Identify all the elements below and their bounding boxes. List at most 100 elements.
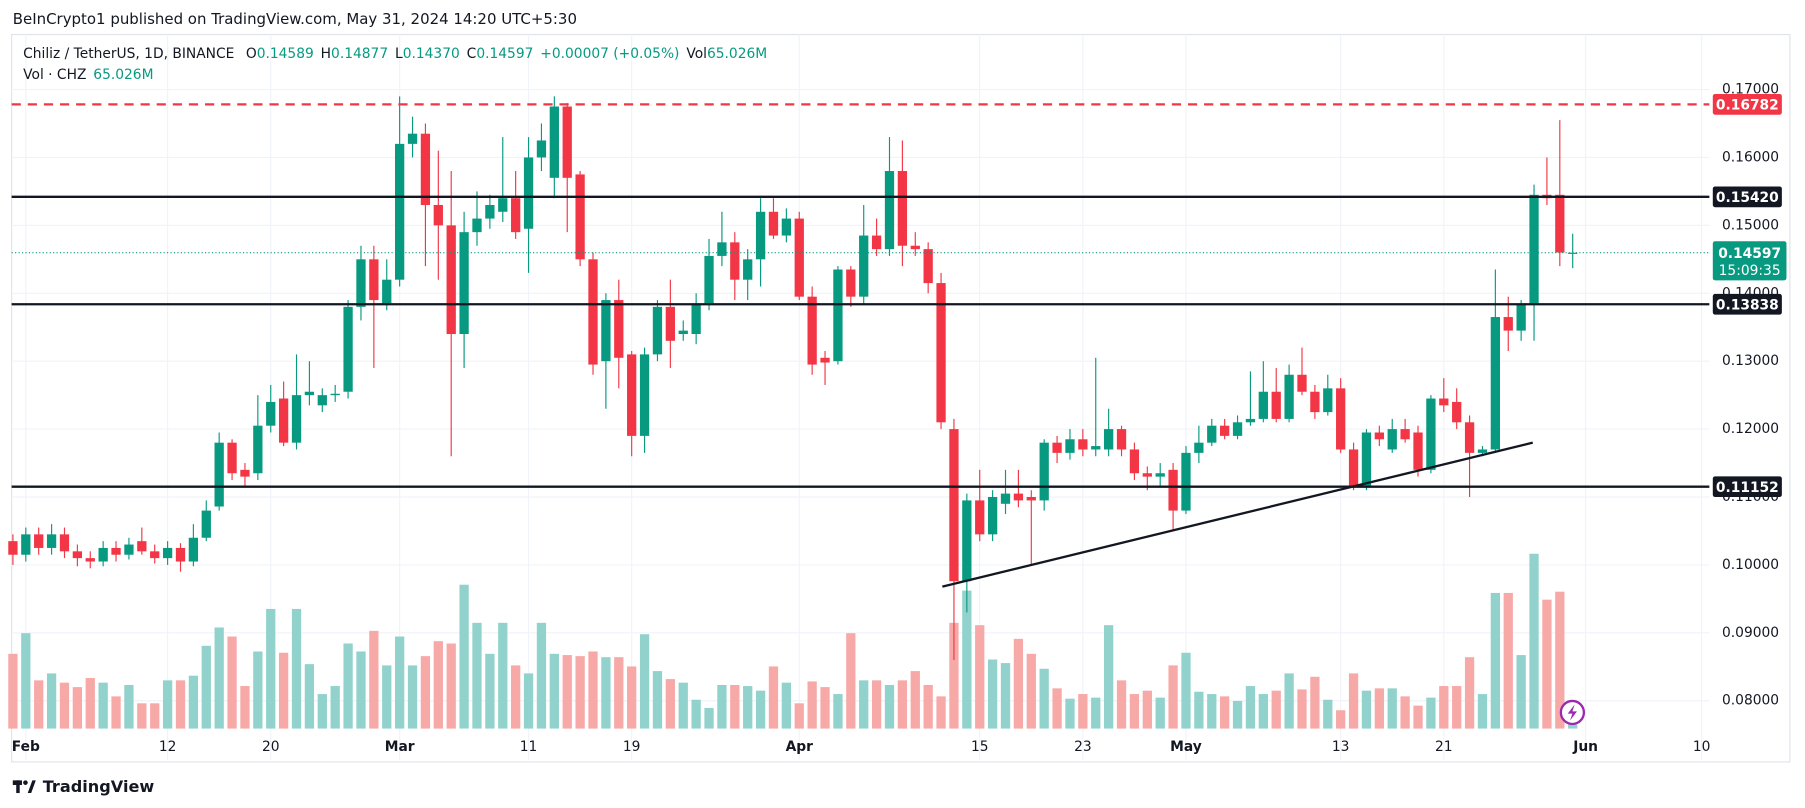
candle-body (1155, 473, 1165, 477)
y-tick-label: 0.16000 (1722, 149, 1779, 165)
volume-bar (433, 641, 443, 729)
y-tick-label: 0.13000 (1722, 353, 1779, 369)
x-tick-label: 23 (1074, 739, 1092, 755)
legend-key: Vol · CHZ (23, 67, 86, 83)
candle-body (1348, 449, 1359, 487)
candle-body (369, 259, 379, 301)
symbol: Chiliz / TetherUS, 1D, BINANCE (23, 46, 234, 62)
candle-body (498, 198, 508, 212)
candle-body (175, 547, 186, 562)
candle-body (343, 306, 353, 392)
candle-body (304, 391, 315, 396)
candle-body (472, 218, 482, 233)
volume-bar (743, 686, 753, 729)
volume-bar (407, 665, 418, 729)
volume-pane (8, 553, 1578, 729)
volume-bar (975, 625, 985, 729)
candle-body (768, 211, 779, 236)
volume-bar (562, 655, 572, 729)
level-label: 0.11152 (1716, 480, 1779, 496)
brand: TradingView (43, 777, 155, 796)
candle-body (266, 401, 276, 426)
x-tick-label: 21 (1435, 739, 1453, 755)
candle-body (214, 442, 224, 507)
level-label-box (1712, 293, 1782, 315)
volume-bar (1129, 694, 1140, 729)
candle-body (1297, 374, 1307, 392)
candle-body (743, 259, 753, 280)
volume-bar (356, 651, 366, 729)
legend: Chiliz / TetherUS, 1D, BINANCE O0.14589 H0… (23, 46, 767, 62)
volume-bar (21, 633, 31, 729)
volume-bar (627, 666, 637, 729)
x-tick-label: 11 (520, 739, 538, 755)
volume-bar (949, 622, 959, 729)
candle-body (549, 106, 559, 178)
volume-bar (240, 686, 250, 729)
candle-body (1116, 429, 1127, 450)
candle-body (1078, 439, 1088, 450)
candle-body (1413, 432, 1423, 470)
candle-body (884, 171, 895, 250)
candle-body (137, 541, 147, 552)
volume-bar (1452, 686, 1462, 729)
candle-body (652, 306, 663, 355)
candle-body (150, 551, 160, 559)
candle-body (1026, 497, 1036, 501)
legend-key: Vol (686, 46, 707, 62)
candle-body (201, 510, 211, 538)
candle-body (936, 283, 946, 423)
candle-body (833, 269, 843, 362)
level-label: 0.13838 (1716, 297, 1779, 313)
volume-bar (1503, 592, 1513, 729)
candle-body (72, 551, 83, 559)
candle-body (1103, 429, 1114, 450)
candle-body (627, 354, 637, 436)
legend-value: 0.14589 (257, 46, 314, 62)
candle-body (188, 537, 199, 562)
candle-body (1464, 422, 1475, 453)
volume-bar (201, 645, 211, 729)
legend-value: 0.14370 (403, 46, 460, 62)
tv-logo (12, 780, 36, 794)
volume-bar (614, 657, 624, 729)
volume-bar (1490, 592, 1501, 729)
volume-bar (1026, 653, 1036, 729)
candle-body (1323, 388, 1333, 413)
volume-bar (1361, 690, 1372, 729)
countdown: 15:09:35 (1719, 263, 1781, 279)
volume-bar (98, 682, 108, 729)
volume-bar (214, 627, 224, 729)
volume-bar (253, 651, 263, 729)
candle-body (820, 357, 830, 363)
y-tick-label: 0.15000 (1722, 217, 1779, 233)
candle-body (1426, 398, 1436, 470)
volume-bar (1194, 691, 1204, 729)
volume-bar (1555, 591, 1565, 729)
candle-body (433, 204, 443, 226)
candle-body (536, 140, 547, 158)
candle-body (330, 393, 340, 396)
candle-body (1258, 391, 1268, 419)
candle-body (871, 235, 882, 250)
candle-body (1194, 442, 1204, 453)
volume-bar (420, 656, 431, 729)
level-label-box (1712, 186, 1782, 208)
x-tick-label: 15 (971, 739, 989, 755)
volume-bar (162, 680, 173, 729)
candle-body (85, 558, 95, 562)
candle-body (240, 469, 250, 477)
volume-bar (1542, 599, 1552, 729)
volume-bar (1323, 699, 1333, 729)
volume-bar (678, 682, 688, 729)
candle-body (1310, 391, 1320, 413)
volume-bar (124, 684, 134, 729)
candle-body (562, 106, 572, 178)
volume-bar (8, 653, 18, 729)
candle-body (691, 303, 701, 335)
level-label: 0.15420 (1716, 190, 1779, 206)
candle-body (1516, 303, 1526, 331)
x-tick-label: Feb (12, 739, 40, 755)
volume-bar (1271, 690, 1281, 729)
